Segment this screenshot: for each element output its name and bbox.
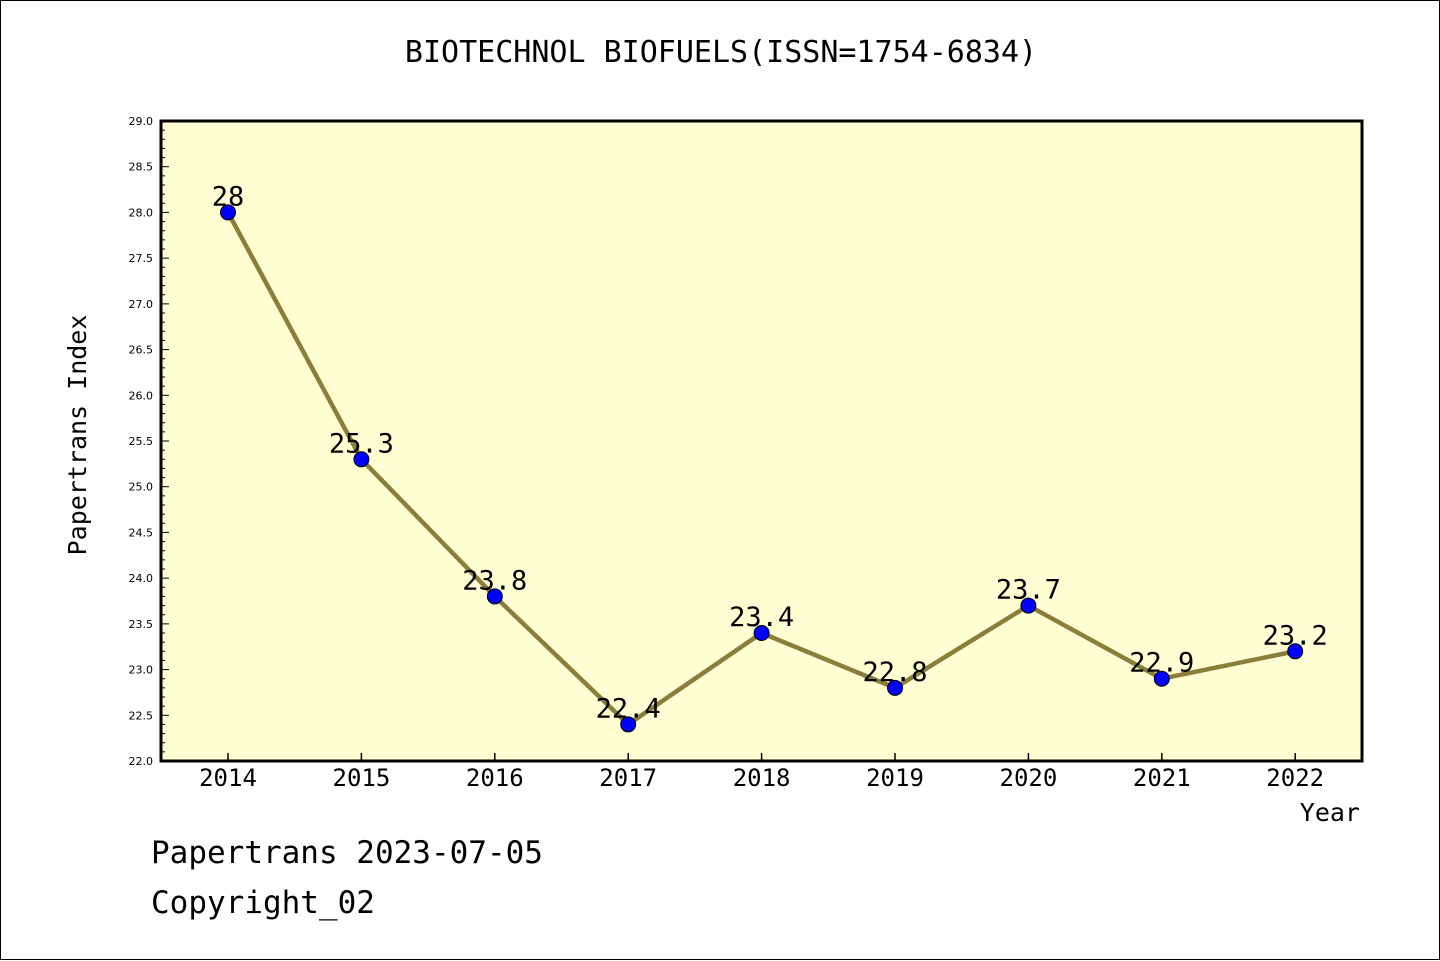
plot-frame xyxy=(159,119,1364,763)
data-label: 22.8 xyxy=(862,657,927,688)
data-point xyxy=(353,451,370,468)
data-point xyxy=(486,588,503,605)
y-tick-label: 25.5 xyxy=(129,435,154,448)
plot-background xyxy=(161,121,1362,761)
x-tick-label: 2018 xyxy=(733,764,791,792)
footer-copyright: Copyright_02 xyxy=(151,885,375,921)
y-tick-label: 26.5 xyxy=(129,344,154,357)
x-tick-label: 2014 xyxy=(199,764,257,792)
data-label: 22.4 xyxy=(596,693,661,724)
data-label: 23.7 xyxy=(996,575,1061,606)
y-tick-label: 26.0 xyxy=(129,389,154,402)
y-tick-label: 24.5 xyxy=(129,526,154,539)
data-label: 23.4 xyxy=(729,602,794,633)
x-axis-title: Year xyxy=(1300,798,1360,827)
x-tick-label: 2021 xyxy=(1133,764,1191,792)
y-tick-label: 25.0 xyxy=(129,481,154,494)
data-point xyxy=(753,625,770,641)
x-tick-label: 2022 xyxy=(1266,764,1324,792)
y-tick-label: 29.0 xyxy=(129,115,154,128)
y-tick-label: 23.5 xyxy=(129,618,154,631)
data-label: 22.9 xyxy=(1129,648,1194,679)
y-tick-label: 27.0 xyxy=(129,298,154,311)
data-point xyxy=(1287,643,1304,660)
data-label: 25.3 xyxy=(329,428,394,459)
data-label: 28 xyxy=(212,181,245,212)
data-point xyxy=(220,204,236,221)
x-tick-label: 2019 xyxy=(866,764,924,792)
data-label: 23.2 xyxy=(1263,620,1328,651)
y-axis-title: Papertrans Index xyxy=(63,315,92,556)
x-tick-label: 2015 xyxy=(333,764,391,792)
data-point xyxy=(1153,670,1170,687)
y-tick-label: 28.5 xyxy=(129,161,154,174)
y-tick-label: 28.0 xyxy=(129,206,154,219)
footer-date: Papertrans 2023-07-05 xyxy=(151,835,543,871)
data-point xyxy=(887,679,903,696)
data-label: 23.8 xyxy=(462,565,527,596)
y-tick-label: 22.5 xyxy=(129,709,154,722)
y-tick-label: 22.0 xyxy=(129,755,154,768)
y-tick-label: 27.5 xyxy=(129,252,154,265)
data-point xyxy=(620,716,637,733)
x-tick-label: 2020 xyxy=(1000,764,1058,792)
y-tick-label: 23.0 xyxy=(129,664,154,677)
data-point xyxy=(1020,597,1037,614)
x-tick-label: 2017 xyxy=(599,764,657,792)
chart-title: BIOTECHNOL BIOFUELS(ISSN=1754-6834) xyxy=(404,35,1038,70)
y-tick-label: 24.0 xyxy=(129,572,154,585)
x-tick-label: 2016 xyxy=(466,764,524,792)
